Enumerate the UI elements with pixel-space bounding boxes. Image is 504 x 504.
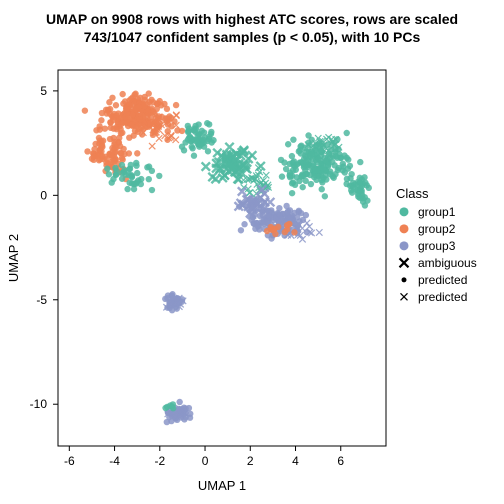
legend-label: predicted: [418, 273, 467, 287]
x-tick-label: 2: [247, 454, 254, 468]
legend-label: predicted: [418, 290, 467, 304]
legend-swatch: [400, 241, 409, 250]
x-tick-label: -2: [154, 454, 165, 468]
y-tick-label: 5: [40, 84, 47, 98]
y-axis-label: UMAP 2: [6, 234, 21, 282]
x-axis-label: UMAP 1: [198, 478, 246, 493]
chart-title-line2: 743/1047 confident samples (p < 0.05), w…: [84, 29, 421, 45]
umap-scatter-chart: UMAP on 9908 rows with highest ATC score…: [0, 0, 504, 504]
legend-label: group3: [418, 239, 456, 253]
y-tick-label: -10: [30, 397, 48, 411]
legend-glyph: [402, 277, 407, 282]
chart-title-line1: UMAP on 9908 rows with highest ATC score…: [46, 11, 458, 27]
legend-label: group1: [418, 205, 456, 219]
y-tick-label: -5: [36, 293, 47, 307]
legend-swatch: [400, 207, 409, 216]
x-tick-label: -6: [64, 454, 75, 468]
legend-swatch: [400, 224, 409, 233]
legend-label: ambiguous: [418, 256, 477, 270]
legend-title: Class: [396, 186, 429, 201]
legend-label: group2: [418, 222, 456, 236]
x-tick-label: 0: [202, 454, 209, 468]
x-tick-label: 6: [337, 454, 344, 468]
x-tick-label: -4: [109, 454, 120, 468]
x-tick-label: 4: [292, 454, 299, 468]
y-tick-label: 0: [40, 188, 47, 202]
